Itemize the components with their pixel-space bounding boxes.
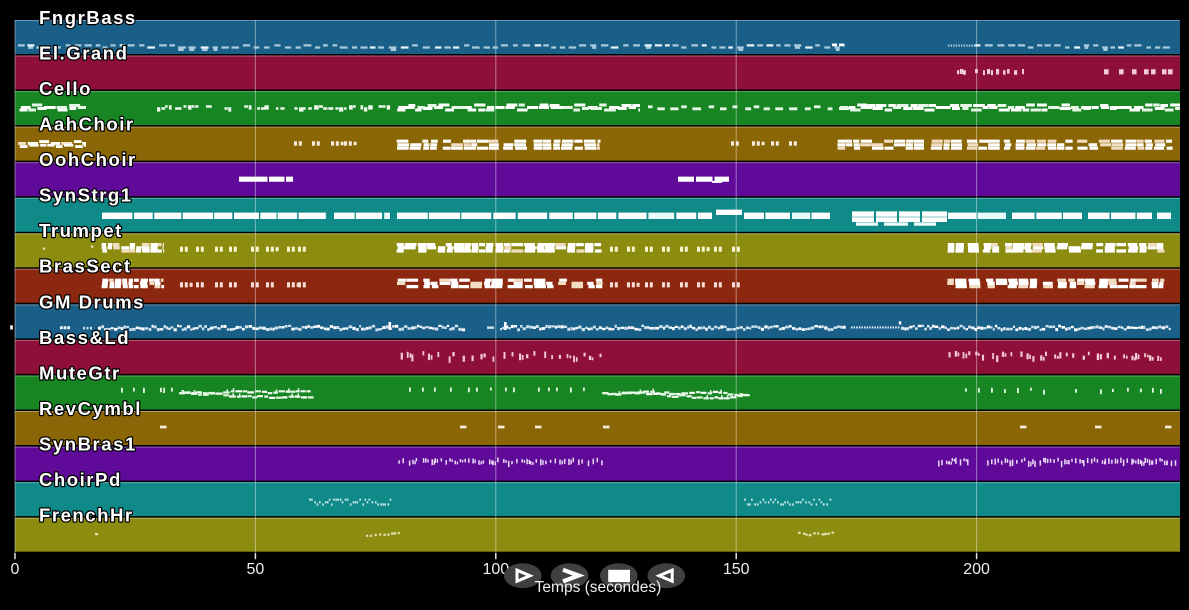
svg-text:Cello: Cello <box>39 78 92 99</box>
svg-text:Bass&Ld: Bass&Ld <box>39 327 130 348</box>
svg-text:RevCymbl: RevCymbl <box>39 398 142 419</box>
svg-text:ChoirPd: ChoirPd <box>39 469 122 490</box>
svg-text:0: 0 <box>11 561 20 578</box>
svg-text:100: 100 <box>482 561 509 578</box>
svg-text:SynBras1: SynBras1 <box>39 434 137 455</box>
svg-text:GM Drums: GM Drums <box>39 291 145 312</box>
svg-text:Trumpet: Trumpet <box>39 220 123 241</box>
svg-text:Temps (secondes): Temps (secondes) <box>535 579 662 596</box>
svg-text:SynStrg1: SynStrg1 <box>39 185 133 206</box>
svg-text:AahChoir: AahChoir <box>39 114 135 135</box>
svg-text:FngrBass: FngrBass <box>39 7 137 28</box>
svg-text:MuteGtr: MuteGtr <box>39 362 121 383</box>
svg-text:El.Grand: El.Grand <box>39 42 129 63</box>
svg-text:OohChoir: OohChoir <box>39 149 137 170</box>
svg-text:200: 200 <box>963 561 990 578</box>
svg-text:150: 150 <box>723 561 750 578</box>
svg-text:FrenchHr: FrenchHr <box>39 505 134 526</box>
svg-text:BrasSect: BrasSect <box>39 256 132 277</box>
svg-text:50: 50 <box>247 561 265 578</box>
